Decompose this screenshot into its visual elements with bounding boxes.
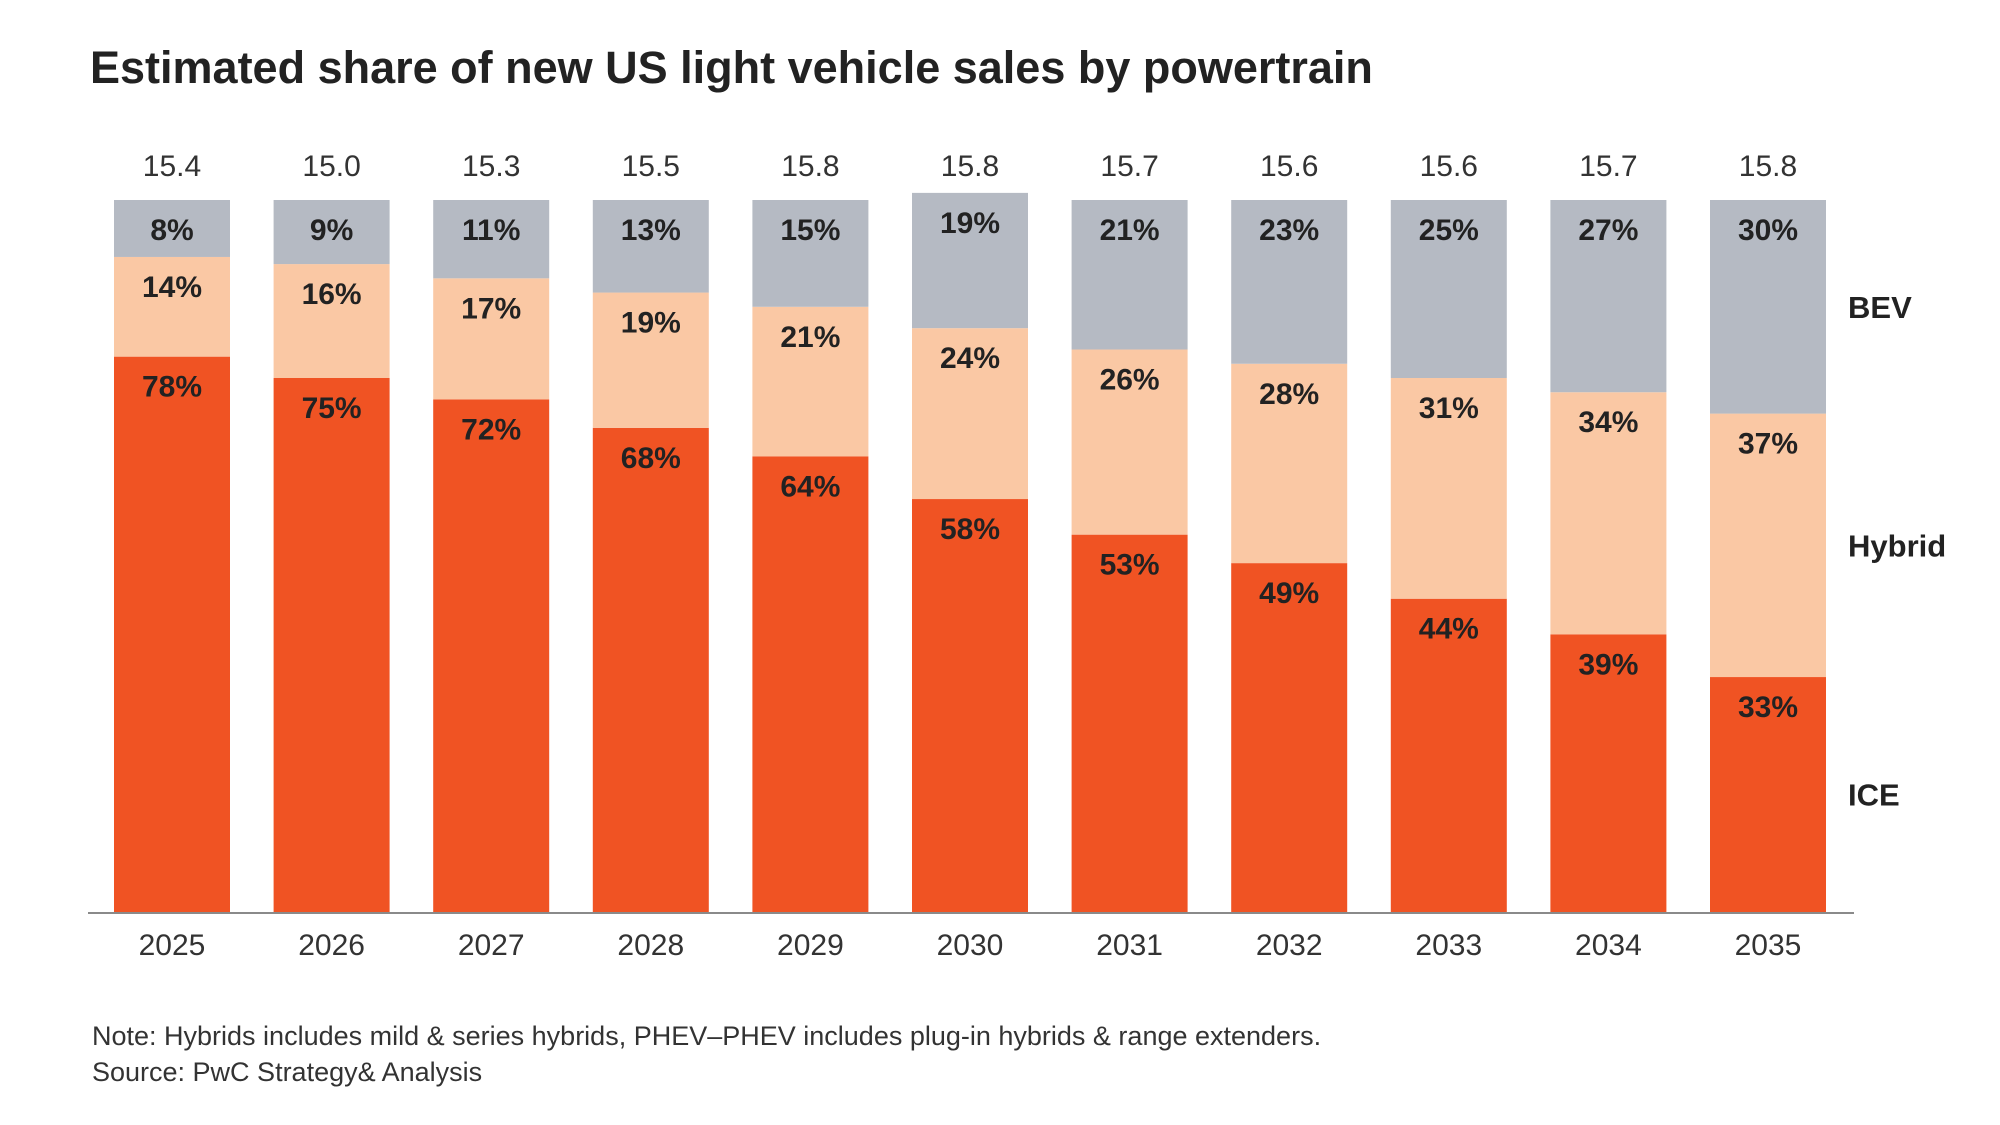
data-label-bev-2028: 13% xyxy=(621,214,681,247)
total-label-2033: 15.6 xyxy=(1420,150,1478,183)
data-label-ice-2028: 68% xyxy=(621,442,681,475)
bar-segment-bev-2026 xyxy=(273,200,390,265)
x-tick-label-2031: 2031 xyxy=(1096,929,1163,962)
data-label-bev-2032: 23% xyxy=(1259,214,1319,247)
data-label-hybrid-2031: 26% xyxy=(1100,364,1160,397)
bar-segment-hybrid-2029 xyxy=(752,306,869,457)
bar-segment-bev-2032 xyxy=(1231,200,1348,364)
bar-segment-hybrid-2025 xyxy=(114,256,230,357)
data-label-ice-2025: 78% xyxy=(142,371,202,404)
total-label-2026: 15.0 xyxy=(302,150,360,183)
bar-segment-bev-2034 xyxy=(1550,200,1667,393)
bar-segment-ice-2031 xyxy=(1071,534,1188,912)
data-label-hybrid-2035: 37% xyxy=(1738,428,1798,461)
data-label-hybrid-2026: 16% xyxy=(302,278,362,311)
data-label-ice-2031: 53% xyxy=(1100,549,1160,582)
total-label-2030: 15.8 xyxy=(941,150,999,183)
data-label-bev-2034: 27% xyxy=(1578,214,1638,247)
data-label-ice-2027: 72% xyxy=(461,413,521,446)
x-tick-label-2028: 2028 xyxy=(617,929,684,962)
bar-segment-bev-2027 xyxy=(433,200,550,279)
bar-segment-ice-2025 xyxy=(114,356,230,912)
x-tick-label-2026: 2026 xyxy=(298,929,365,962)
bar-segment-hybrid-2035 xyxy=(1710,413,1826,678)
data-label-hybrid-2027: 17% xyxy=(461,292,521,325)
bar-segment-bev-2028 xyxy=(592,200,709,293)
note-text: Note: Hybrids includes mild & series hyb… xyxy=(92,1021,1322,1051)
total-label-2027: 15.3 xyxy=(462,150,520,183)
x-tick-label-2027: 2027 xyxy=(458,929,525,962)
bar-segment-hybrid-2028 xyxy=(592,292,709,428)
data-label-ice-2029: 64% xyxy=(780,470,840,503)
total-label-2031: 15.7 xyxy=(1100,150,1158,183)
bar-segment-hybrid-2030 xyxy=(912,328,1028,500)
data-label-hybrid-2028: 19% xyxy=(621,307,681,340)
bar-segment-bev-2031 xyxy=(1071,200,1188,350)
data-label-ice-2030: 58% xyxy=(940,513,1000,546)
data-label-bev-2035: 30% xyxy=(1738,214,1798,247)
bar-segment-ice-2028 xyxy=(592,427,709,912)
legend-group: ICE Hybrid BEV xyxy=(1848,290,1946,813)
bar-segment-ice-2030 xyxy=(912,499,1028,912)
data-label-hybrid-2032: 28% xyxy=(1259,378,1319,411)
data-label-bev-2025: 8% xyxy=(150,214,193,247)
bar-segment-bev-2035 xyxy=(1710,200,1826,414)
x-tick-label-2030: 2030 xyxy=(937,929,1004,962)
data-label-ice-2033: 44% xyxy=(1419,613,1479,646)
source-text: Source: PwC Strategy& Analysis xyxy=(92,1057,483,1087)
data-label-bev-2027: 11% xyxy=(462,214,520,247)
bar-segment-ice-2035 xyxy=(1710,677,1826,912)
bar-segment-bev-2025 xyxy=(114,200,230,257)
bar-segment-ice-2033 xyxy=(1390,598,1507,912)
bar-segment-ice-2032 xyxy=(1231,563,1348,912)
data-label-bev-2026: 9% xyxy=(310,214,353,247)
bar-segment-hybrid-2031 xyxy=(1071,349,1188,535)
data-label-ice-2026: 75% xyxy=(302,392,362,425)
bar-segment-hybrid-2032 xyxy=(1231,363,1348,564)
bar-segment-ice-2026 xyxy=(273,378,390,912)
x-tick-label-2035: 2035 xyxy=(1735,929,1802,962)
chart-notes: Note: Hybrids includes mild & series hyb… xyxy=(92,1018,1321,1090)
data-label-bev-2029: 15% xyxy=(780,214,840,247)
total-label-2032: 15.6 xyxy=(1260,150,1318,183)
legend-label-ice: ICE xyxy=(1848,778,1900,813)
chart-title: Estimated share of new US light vehicle … xyxy=(90,42,1373,93)
bar-segment-ice-2034 xyxy=(1550,634,1667,912)
bar-segment-hybrid-2027 xyxy=(433,278,550,400)
data-label-hybrid-2033: 31% xyxy=(1419,392,1479,425)
bar-segment-ice-2027 xyxy=(433,399,550,912)
bar-segment-hybrid-2033 xyxy=(1390,378,1507,599)
x-tick-label-2025: 2025 xyxy=(139,929,206,962)
data-label-ice-2035: 33% xyxy=(1738,691,1798,724)
data-label-bev-2030: 19% xyxy=(940,207,1000,240)
legend-label-hybrid: Hybrid xyxy=(1848,528,1946,563)
data-label-hybrid-2025: 14% xyxy=(142,271,202,304)
x-tick-label-2033: 2033 xyxy=(1415,929,1482,962)
data-label-hybrid-2029: 21% xyxy=(780,321,840,354)
x-tick-label-2034: 2034 xyxy=(1575,929,1642,962)
total-label-2034: 15.7 xyxy=(1579,150,1637,183)
bar-segment-ice-2029 xyxy=(752,456,869,912)
bar-segment-bev-2033 xyxy=(1390,200,1507,378)
bar-segment-hybrid-2026 xyxy=(273,264,390,378)
data-label-bev-2031: 21% xyxy=(1100,214,1160,247)
legend-label-bev: BEV xyxy=(1848,290,1912,325)
labels-group: 78% 14% 8% 15.4 2025 75% 16% 9% 15.0 2026 72% 17% 11… xyxy=(139,150,1802,962)
data-label-ice-2032: 49% xyxy=(1259,577,1319,610)
data-label-ice-2034: 39% xyxy=(1578,648,1638,681)
bar-segment-bev-2029 xyxy=(752,200,869,307)
bar-segment-hybrid-2034 xyxy=(1550,392,1667,635)
total-label-2029: 15.8 xyxy=(781,150,839,183)
total-label-2028: 15.5 xyxy=(622,150,680,183)
data-label-hybrid-2030: 24% xyxy=(940,342,1000,375)
bars-group xyxy=(114,192,1826,912)
x-tick-label-2029: 2029 xyxy=(777,929,844,962)
x-tick-label-2032: 2032 xyxy=(1256,929,1323,962)
bar-segment-bev-2030 xyxy=(912,192,1028,329)
data-label-hybrid-2034: 34% xyxy=(1578,406,1638,439)
total-label-2035: 15.8 xyxy=(1739,150,1797,183)
total-label-2025: 15.4 xyxy=(143,150,201,183)
data-label-bev-2033: 25% xyxy=(1419,214,1479,247)
